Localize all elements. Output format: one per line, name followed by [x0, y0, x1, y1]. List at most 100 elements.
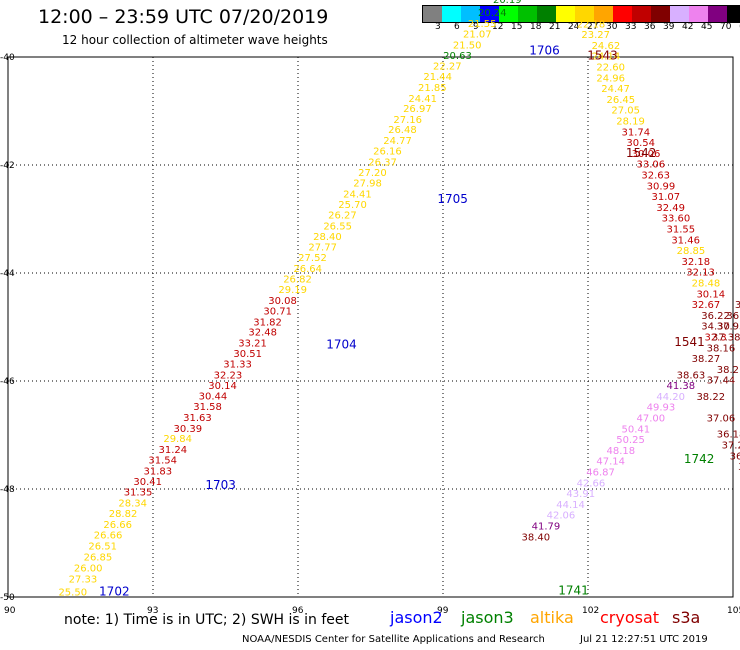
- wave-height-value: 21.50: [453, 40, 482, 51]
- wave-height-value: 34.30: [701, 322, 730, 333]
- scale-swatch: [632, 6, 651, 22]
- wave-height-value: 28.85: [677, 246, 706, 257]
- generation-timestamp: Jul 21 12:27:51 UTC 2019: [580, 634, 708, 645]
- wave-height-value: 26.85: [84, 552, 113, 563]
- wave-height-value: 50.25: [616, 435, 645, 446]
- wave-height-value: 24.41: [343, 189, 372, 200]
- x-tick-label: 90: [4, 606, 16, 616]
- y-tick-label: -50: [0, 593, 15, 603]
- wave-height-value: 36.8: [730, 451, 740, 462]
- wave-height-value: 37.06: [707, 414, 736, 425]
- scale-label: 18: [530, 22, 542, 32]
- wave-height-value: 31.74: [622, 127, 651, 138]
- wave-height-value: 32.48: [248, 328, 277, 339]
- wave-height-value: 22.18: [577, 19, 606, 30]
- scale-label: 6: [454, 22, 460, 32]
- wave-height-value: 27.16: [393, 115, 422, 126]
- wave-height-value: 50.41: [622, 424, 651, 435]
- wave-height-value: 23.27: [581, 30, 610, 41]
- wave-height-value: 37.29: [722, 441, 740, 452]
- wave-height-value: 20.19: [493, 0, 522, 6]
- wave-height-value: 30.99: [647, 181, 676, 192]
- pass-time-label: 1705: [437, 192, 468, 206]
- wave-height-value: 30.14: [208, 381, 237, 392]
- scale-swatch: [708, 6, 727, 22]
- y-tick-label: -40: [0, 53, 15, 63]
- wave-height-value: 41.38: [666, 381, 695, 392]
- wave-height-value: 38.27: [692, 354, 721, 365]
- scale-label: 33: [625, 22, 637, 32]
- scale-swatch: [518, 6, 537, 22]
- wave-height-value: 31.83: [144, 466, 173, 477]
- x-tick-label: 99: [437, 606, 449, 616]
- pass-time-label: 1742: [684, 452, 715, 466]
- scale-label: 27: [587, 22, 599, 32]
- wave-height-value: 43.91: [566, 489, 595, 500]
- units-note: note: 1) Time is in UTC; 2) SWH is in fe…: [64, 612, 350, 628]
- pass-time-label: 1706: [529, 43, 560, 57]
- wave-height-value: 32.23: [214, 370, 243, 381]
- credit-line: NOAA/NESDIS Center for Satellite Applica…: [242, 634, 545, 645]
- wave-height-value: 36.18: [717, 430, 740, 441]
- scale-label: 24: [568, 22, 580, 32]
- scale-label: 15: [511, 22, 523, 32]
- scale-label: 42: [682, 22, 694, 32]
- wave-height-value: 38.21: [717, 365, 740, 376]
- wave-height-value: 32.49: [656, 203, 685, 214]
- wave-height-value: 27.77: [308, 242, 337, 253]
- scale-swatch: [480, 6, 499, 22]
- wave-height-value: 37.38: [712, 333, 740, 344]
- wave-height-value: 47.14: [596, 457, 625, 468]
- wave-height-value: 31.54: [148, 456, 177, 467]
- wave-height-value: 33.60: [662, 214, 691, 225]
- x-tick-label: 105: [727, 606, 740, 616]
- wave-height-value: 31.55: [666, 225, 695, 236]
- wave-height-value: 38.16: [707, 343, 736, 354]
- wave-height-value: 24.41: [408, 94, 437, 105]
- pass-time-label: 1543: [587, 49, 618, 63]
- wave-height-value: 26.66: [103, 520, 132, 531]
- wave-height-value: 24.62: [592, 41, 621, 52]
- wave-height-value: 30.41: [133, 477, 162, 488]
- wave-height-value: 30.51: [233, 349, 262, 360]
- wave-height-value: 28.40: [313, 232, 342, 243]
- wave-height-value: 24.77: [383, 136, 412, 147]
- wave-height-value: 22.27: [433, 61, 462, 72]
- x-tick-label: 93: [147, 606, 158, 616]
- wave-height-value: 28.82: [109, 509, 138, 520]
- wave-height-value: 37.95: [717, 322, 740, 333]
- scale-swatch: [613, 6, 632, 22]
- wave-height-value: 38.22: [696, 392, 725, 403]
- wave-height-value: 20.24: [478, 8, 507, 19]
- x-tick-label: 96: [292, 606, 304, 616]
- scale-label: 12: [492, 22, 504, 32]
- scale-label: 70: [720, 22, 732, 32]
- wave-height-value: 32.67: [692, 300, 721, 311]
- legend-s3a: s3a: [672, 608, 701, 627]
- legend-altika: altika: [530, 608, 574, 627]
- pass-time-label: 1542: [626, 146, 657, 160]
- wave-height-value: 44.20: [656, 392, 685, 403]
- wave-height-value: 30.08: [268, 296, 297, 307]
- wave-height-value: 32.63: [641, 171, 670, 182]
- wave-height-value: 29.84: [163, 434, 192, 445]
- wave-height-value: 28.19: [616, 117, 645, 128]
- scale-label: 21: [549, 22, 561, 32]
- wave-height-value: 36.: [738, 462, 740, 473]
- legend-jason3: jason3: [461, 608, 514, 627]
- y-tick-label: -48: [0, 485, 15, 495]
- wave-height-value: 27.05: [611, 106, 640, 117]
- wave-height-value: 31.35: [124, 487, 153, 498]
- wave-height-value: 27.33: [69, 574, 98, 585]
- pass-time-label: 1741: [558, 583, 589, 597]
- scale-label: 39: [663, 22, 675, 32]
- scale-swatch: [461, 6, 480, 22]
- scale-label: 45: [701, 22, 713, 32]
- wave-height-value: 26.48: [388, 125, 417, 136]
- wave-height-value: 24.47: [601, 84, 630, 95]
- map-title: 12:00 – 23:59 UTC 07/20/2019: [38, 6, 329, 28]
- pass-time-label: 1703: [205, 478, 236, 492]
- wave-height-value: 32.3: [704, 333, 726, 344]
- wave-height-value: 21.85: [418, 83, 447, 94]
- map-frame: [7, 56, 734, 598]
